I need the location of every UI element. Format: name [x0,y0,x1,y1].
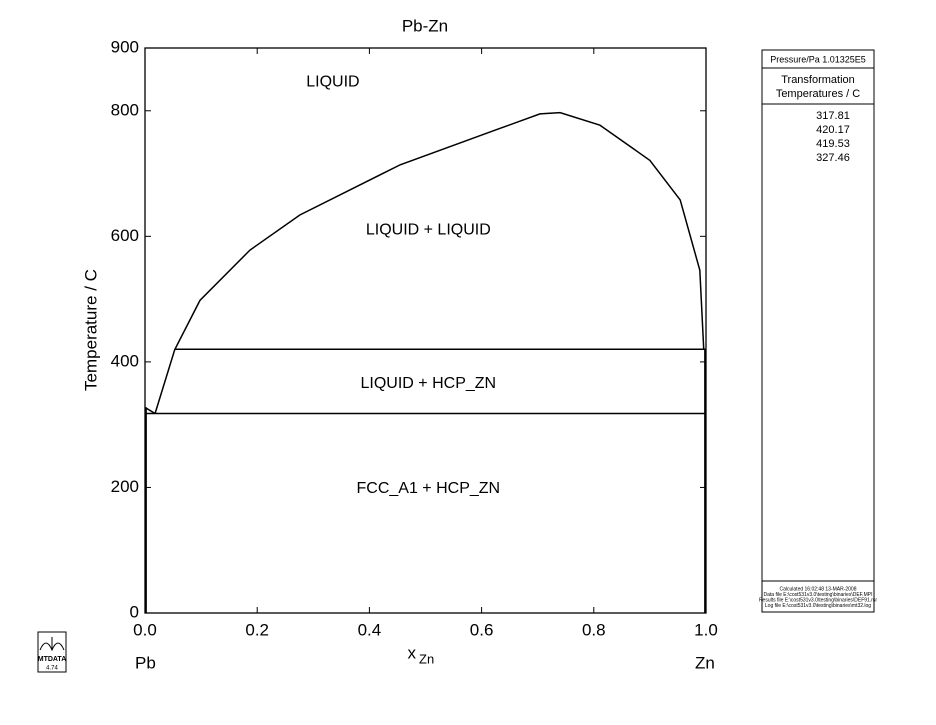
y-tick-label: 600 [111,226,139,245]
chart-title: Pb-Zn [402,16,448,35]
panel-footer: Data file E:\cost531v3.0\testing\binarie… [764,592,873,598]
phase-boundary [154,111,705,414]
x-end-label: Pb [135,653,156,672]
logo-name: MTDATA [38,656,67,663]
y-tick-label: 200 [111,477,139,496]
panel-heading: Transformation [781,74,855,86]
x-end-label: Zn [695,653,715,672]
panel-heading: Temperatures / C [776,88,860,100]
phase-label: LIQUID [306,74,359,91]
transformation-temperature: 420.17 [816,124,850,136]
logo-icon [39,637,65,652]
x-tick-label: 0.2 [245,620,269,639]
panel-footer: Results file E:\cost531v3.0\testing\bina… [759,597,877,603]
x-tick-label: 0.6 [470,620,494,639]
transformation-temperature: 419.53 [816,138,850,150]
transformation-temperature: 327.46 [816,152,850,164]
panel-frame [761,49,875,613]
x-tick-label: 0.0 [133,620,157,639]
phase-label: LIQUID + HCP_ZN [361,375,497,392]
logo-version: 4.74 [46,666,58,672]
y-axis-label: Temperature / C [81,269,100,391]
y-tick-label: 400 [111,351,139,370]
phase-label: FCC_A1 + HCP_ZN [357,480,501,497]
panel-pressure: Pressure/Pa 1.01325E5 [770,54,866,64]
panel-footer: Calculated 16:02:48 13-MAR-2008 [780,586,857,592]
phase-label: LIQUID + LIQUID [366,221,491,238]
logo-frame [37,631,67,673]
logo: MTDATA 4.74 [37,631,67,673]
x-axis-label-sub: Zn [419,651,434,666]
panel-footer: Log file E:\cost531v3.0\testing\binaries… [765,603,871,609]
x-axis-label: x [408,643,417,662]
x-tick-label: 0.8 [582,620,606,639]
transformation-temperature: 317.81 [816,110,850,122]
y-tick-label: 0 [130,602,139,621]
y-tick-label: 800 [111,100,139,119]
y-tick-label: 900 [111,37,139,56]
plot-frame [144,47,707,614]
x-tick-label: 1.0 [694,620,718,639]
side-panel: Pressure/Pa 1.01325E5 Transformation Tem… [761,49,875,613]
x-tick-label: 0.4 [358,620,382,639]
